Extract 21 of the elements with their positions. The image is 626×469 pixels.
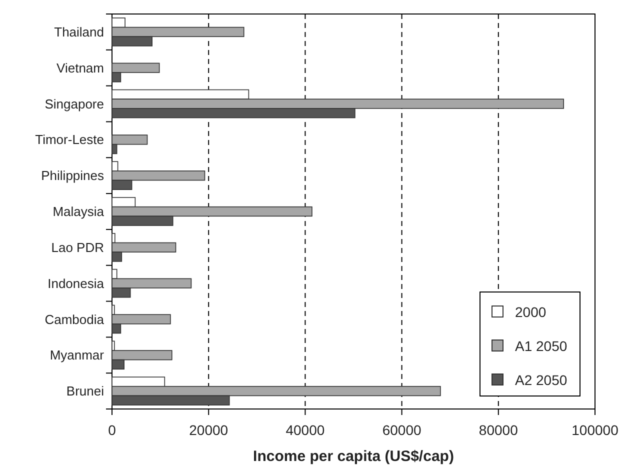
legend-label: A2 2050	[515, 372, 568, 388]
y-tick-label: Philippines	[41, 168, 104, 184]
legend-label: A1 2050	[515, 338, 568, 354]
y-tick-label: Singapore	[44, 96, 104, 112]
legend-label: 2000	[515, 304, 546, 320]
x-tick-label: 80000	[478, 422, 518, 438]
y-tick-label: Indonesia	[48, 276, 105, 291]
y-tick-label: Vietnam	[56, 60, 104, 76]
y-tick-label: Malaysia	[52, 204, 105, 220]
y-tick-label: Cambodia	[44, 312, 105, 327]
x-tick-label: 20000	[189, 422, 228, 438]
y-tick-label: Myanmar	[50, 348, 105, 363]
y-tick-label: Brunei	[66, 384, 104, 399]
x-tick-label: 60000	[382, 422, 422, 438]
x-tick-label: 0	[108, 422, 116, 438]
y-tick-label: Lao PDR	[51, 240, 104, 255]
x-tick-label: 100000	[572, 422, 619, 438]
x-axis-title: Income per capita (US$/cap)	[253, 448, 454, 465]
y-tick-label: Timor-Leste	[35, 132, 104, 148]
x-tick-label: 40000	[286, 422, 325, 438]
y-tick-label: Thailand	[54, 24, 104, 40]
